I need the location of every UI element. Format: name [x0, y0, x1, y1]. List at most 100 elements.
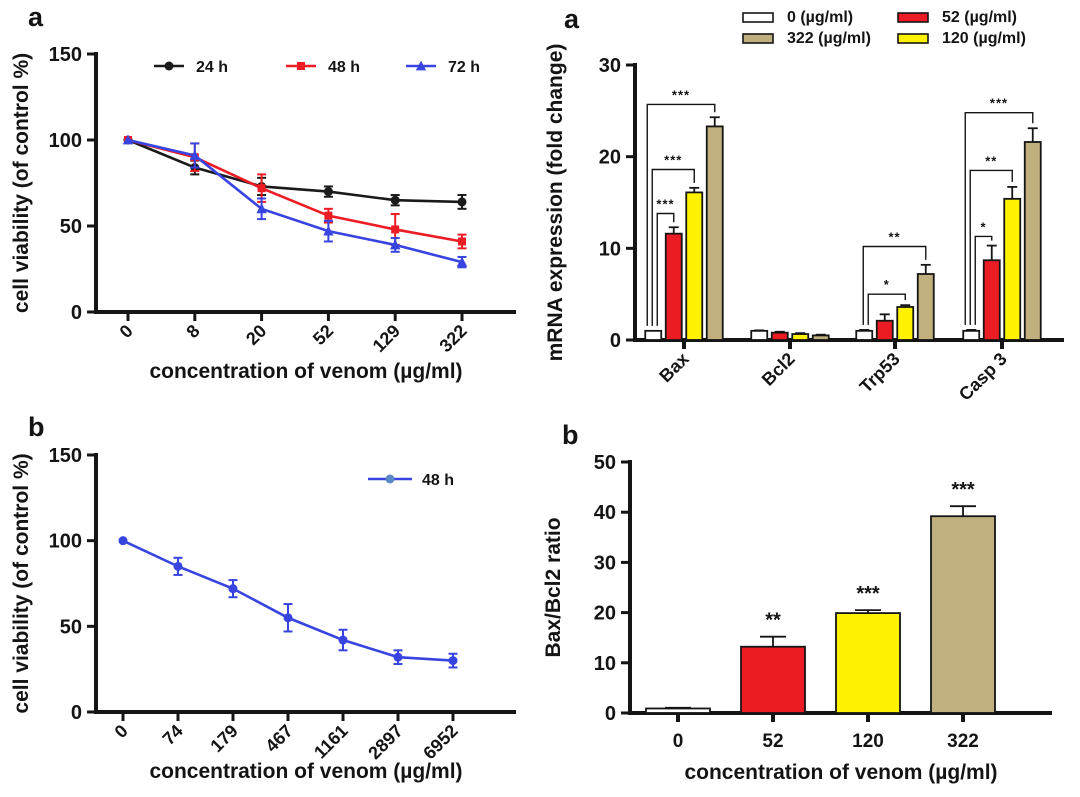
square-marker: [257, 184, 266, 193]
bar: [1003, 197, 1022, 341]
legend-swatch: [742, 33, 774, 44]
y-tick-label: 150: [49, 44, 82, 66]
y-tick-label: 0: [71, 702, 82, 724]
triangle-marker: [122, 134, 134, 145]
legend-item: 120 (µg/ml): [897, 30, 1026, 47]
significance-bracket: [964, 111, 1034, 325]
triangle-marker: [323, 225, 334, 236]
legend-label: 48 h: [328, 59, 360, 76]
y-tick-label: 20: [594, 603, 616, 625]
bar: [896, 306, 915, 341]
bar: [811, 334, 830, 341]
triangle-marker: [256, 203, 267, 214]
bar: [740, 645, 806, 714]
x-tick-label: 0: [111, 721, 132, 742]
significance-label: **: [985, 153, 997, 168]
significance-bracket: [974, 235, 993, 325]
triangle-marker: [390, 239, 401, 250]
x-axis-label: concentration of venom (µg/ml): [684, 761, 997, 784]
significance-label: **: [765, 610, 781, 632]
bar: [916, 273, 935, 341]
legend-item: 72 h: [406, 59, 480, 76]
x-tick-label: 8: [182, 321, 203, 342]
legend-item: 322 (µg/ml): [742, 30, 871, 47]
x-tick-label: 179: [206, 721, 241, 756]
y-tick-label: 50: [594, 452, 616, 474]
y-tick-label: 30: [599, 55, 621, 77]
series-line: [127, 138, 463, 264]
significance-bracket: [862, 245, 927, 325]
bar: [875, 319, 894, 341]
significance-label: ***: [656, 197, 674, 212]
bar-chart-mrna-expression: 0 10 20 30 mRNA expression (fold change) Bax B…: [544, 9, 1064, 400]
x-tick-label: 120: [852, 731, 884, 752]
significance-label: ***: [951, 479, 975, 501]
y-tick-label: 0: [605, 703, 616, 725]
y-tick-label: 40: [594, 502, 616, 524]
panel-label: a: [564, 4, 580, 34]
x-tick-label: 6952: [419, 721, 461, 763]
y-axis-label: Bax/Bcl2 ratio: [542, 517, 565, 657]
significance-bracket: [646, 103, 716, 326]
panel-bax-bcl2-ratio: b 0 10 20 30 40 50 Bax/Bcl2 ratio concentration…: [540, 400, 1080, 797]
triangle-marker: [456, 256, 468, 267]
circle-marker: [283, 613, 293, 623]
bar: [685, 191, 704, 341]
triangle-marker: [189, 150, 200, 160]
bar: [645, 707, 711, 714]
significance-label: ***: [672, 87, 690, 102]
significance-bracket: [969, 169, 1013, 325]
y-tick-label: 20: [599, 147, 621, 169]
significance-label: *: [980, 219, 986, 234]
y-tick-label: 10: [599, 238, 621, 260]
series-24-h: [123, 135, 467, 210]
significance-label: *: [884, 277, 890, 292]
x-tick-label: Casp 3: [955, 349, 1011, 400]
legend-item: 24 h: [154, 59, 228, 76]
x-tick-label: Trp53: [856, 349, 904, 397]
circle-marker: [393, 652, 403, 662]
square-marker: [458, 237, 466, 246]
legend-swatch: [897, 12, 929, 23]
significance-bracket: [656, 212, 675, 326]
line-chart-viability-48h: 0 50 100 150 cell viability (of control %) co…: [10, 445, 516, 783]
square-marker: [324, 211, 333, 220]
bar: [750, 329, 769, 341]
bar: [855, 329, 874, 341]
series-48-h: [124, 136, 467, 250]
series-48-h: [118, 536, 458, 669]
circle-marker: [390, 195, 400, 205]
circle-marker: [457, 197, 467, 207]
x-tick-label: Bcl2: [758, 349, 799, 390]
bar: [791, 333, 810, 341]
legend-item: 48 h: [368, 472, 454, 489]
x-tick-label: Bax: [655, 349, 692, 386]
y-tick-label: 100: [49, 130, 82, 152]
legend-label: 52 (µg/ml): [942, 9, 1017, 26]
circle-marker: [118, 536, 128, 546]
legend-label: 24 h: [196, 59, 228, 76]
x-tick-label: 129: [369, 321, 404, 356]
x-tick-label: 74: [159, 721, 187, 749]
bar: [930, 515, 996, 714]
legend-item: 48 h: [286, 59, 360, 76]
bar: [835, 612, 901, 714]
square-marker: [391, 225, 400, 234]
y-tick-label: 150: [49, 445, 82, 467]
legend-swatch: [742, 12, 774, 23]
circle-marker: [173, 561, 183, 571]
legend-item: 52 (µg/ml): [897, 9, 1017, 26]
panel-mrna-expression: a 0 10 20 30 mRNA expression (fold change) Ba…: [540, 0, 1080, 400]
square-marker: [297, 62, 305, 70]
y-tick-label: 100: [49, 531, 82, 553]
panel-label: b: [28, 412, 45, 442]
circle-marker: [385, 474, 395, 484]
y-tick-label: 0: [610, 330, 621, 352]
x-tick-label: 322: [947, 731, 979, 752]
significance-label: ***: [664, 153, 682, 168]
legend-label: 48 h: [422, 472, 454, 489]
x-tick-label: 1161: [310, 721, 352, 763]
significance-bracket: [651, 168, 695, 326]
y-tick-label: 0: [71, 302, 82, 324]
x-tick-label: 52: [309, 321, 337, 349]
